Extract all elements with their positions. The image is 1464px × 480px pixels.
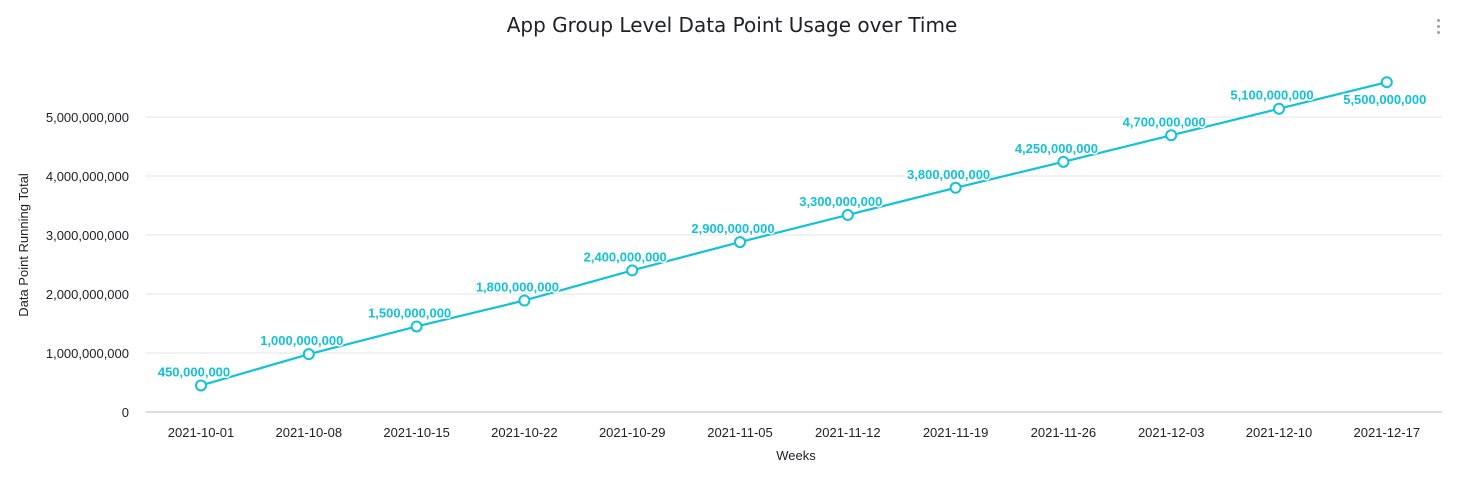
x-tick-label: 2021-10-22: [491, 425, 558, 440]
data-label: 1,800,000,000: [476, 279, 559, 294]
x-axis-label: Weeks: [776, 448, 816, 463]
x-tick-label: 2021-11-26: [1031, 425, 1097, 440]
y-tick-label: 2,000,000,000: [46, 287, 129, 302]
data-labels: 450,000,000 1,000,000,000 1,500,000,000 1,8…: [156, 86, 1428, 381]
data-label: 4,700,000,000: [1123, 114, 1206, 129]
data-point[interactable]: [410, 320, 423, 333]
data-label: 5,100,000,000: [1230, 88, 1313, 103]
x-tick-label: 2021-10-15: [383, 425, 450, 440]
data-label: 2,400,000,000: [584, 249, 667, 264]
data-point[interactable]: [302, 348, 315, 361]
y-axis-label: Data Point Running Total: [16, 173, 31, 317]
data-points: [195, 76, 1393, 392]
gridlines: [146, 116, 1442, 413]
data-label: 450,000,000: [158, 364, 230, 379]
chart-title: App Group Level Data Point Usage over Ti…: [506, 13, 958, 37]
data-point[interactable]: [949, 181, 962, 194]
x-tick-label: 2021-10-08: [276, 425, 343, 440]
data-point[interactable]: [734, 236, 746, 249]
y-tick-label: 4,000,000,000: [46, 169, 129, 184]
data-label: 5,500,000,000: [1343, 92, 1426, 107]
more-options-icon[interactable]: [1428, 14, 1448, 38]
x-tick-label: 2021-11-05: [707, 425, 773, 440]
data-point[interactable]: [626, 264, 639, 277]
x-axis: 2021-10-01 2021-10-08 2021-10-15 2021-10-22…: [168, 425, 1420, 440]
x-tick-label: 2021-10-01: [168, 425, 235, 440]
y-axis: 0 1,000,000,000 2,000,000,000 3,000,000,000…: [46, 110, 129, 420]
x-tick-label: 2021-11-19: [923, 425, 989, 440]
series-line-layer: [200, 81, 1388, 387]
data-label: 3,800,000,000: [907, 167, 990, 182]
data-point[interactable]: [1273, 102, 1285, 115]
data-point[interactable]: [518, 294, 531, 307]
x-tick-label: 2021-12-10: [1246, 425, 1313, 440]
data-point[interactable]: [841, 208, 854, 221]
data-point[interactable]: [1057, 155, 1070, 168]
y-tick-label: 0: [122, 405, 129, 420]
data-point[interactable]: [195, 379, 207, 392]
y-tick-label: 5,000,000,000: [46, 110, 129, 125]
x-tick-label: 2021-11-12: [815, 425, 881, 440]
y-tick-label: 3,000,000,000: [46, 228, 129, 243]
data-point[interactable]: [1380, 76, 1393, 89]
data-label: 4,250,000,000: [1015, 141, 1098, 156]
data-label: 1,000,000,000: [260, 333, 343, 348]
x-tick-label: 2021-12-17: [1354, 425, 1421, 440]
data-label: 1,500,000,000: [368, 305, 451, 320]
series-line: [200, 81, 1388, 387]
y-tick-label: 1,000,000,000: [46, 346, 129, 361]
x-tick-label: 2021-12-03: [1138, 425, 1205, 440]
data-label: 2,900,000,000: [691, 221, 774, 236]
data-point[interactable]: [1165, 129, 1178, 142]
data-label: 3,300,000,000: [799, 194, 882, 209]
x-tick-label: 2021-10-29: [599, 425, 666, 440]
